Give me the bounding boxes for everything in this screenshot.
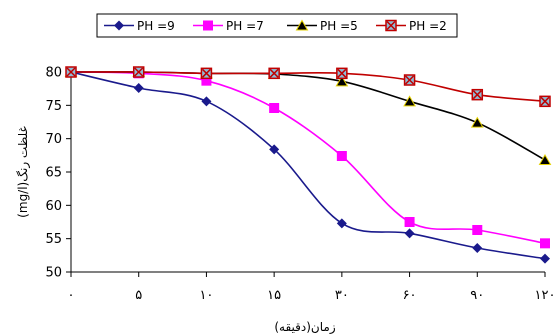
legend-marker [295,19,309,31]
data-point [472,225,483,235]
series-line [70,71,546,103]
x-tick-label: ۰ [68,288,75,303]
data-point [201,96,212,107]
legend: PH =9 PH =7 PH =5 PH =2 [96,13,458,38]
y-tick-label: 55 [45,232,62,247]
y-tick-label: 65 [45,166,62,181]
x-tick-label: ۹۰ [470,288,484,303]
data-point [133,83,144,93]
data-point [269,103,280,113]
data-point [268,67,280,80]
y-tick-label: 70 [45,132,62,147]
data-point [201,75,212,86]
y-tick-label: 80 [45,66,62,81]
series-line [70,71,546,161]
x-tick-label: ۱۵ [267,288,281,303]
data-point [269,144,280,155]
series-layer [64,66,552,264]
y-tick-label: 75 [45,99,62,114]
y-axis-label: غلظت رنگ(mg/l) [16,126,31,218]
data-point [132,66,145,78]
data-point [539,95,551,108]
legend-box [96,13,458,38]
y-tick-label: 60 [45,199,62,214]
series-line [70,71,546,245]
data-point [335,75,349,87]
data-point [404,228,415,239]
legend-marker [203,20,213,31]
data-point [472,243,483,253]
x-axis-label: زمان(دقیقه) [274,320,335,335]
legend-marker [114,20,124,31]
legend-label: PH =7 [226,19,264,33]
x-tick-label: ۱۰ [199,288,213,303]
legend-label: PH =2 [409,19,447,33]
legend-label: PH =9 [137,19,175,33]
data-point [404,217,415,227]
data-point [471,88,484,101]
x-tick-label: ۱۲۰ [535,288,556,303]
y-tick-label: 50 [45,266,62,281]
legend-label: PH =5 [320,19,358,33]
x-tick-label: ۵ [135,288,142,303]
data-point [336,67,348,80]
legend-marker [385,19,397,32]
x-tick-label: ۳۰ [335,288,349,303]
data-point [403,74,416,86]
data-point [538,154,552,165]
data-point [540,253,550,264]
data-point [336,218,347,229]
axes: 50 55 60 65 70 75 80 ۰ ۵ ۱۰ ۱۵ ۳۰ ۶۰ ۹۰ ۱۲۰ [45,66,555,304]
series-line [70,71,546,260]
data-point [403,95,416,107]
x-tick-label: ۶۰ [403,288,417,303]
data-point [200,67,213,80]
data-point [336,151,347,161]
data-point [540,238,550,249]
data-point [65,66,77,78]
data-point [470,116,484,128]
